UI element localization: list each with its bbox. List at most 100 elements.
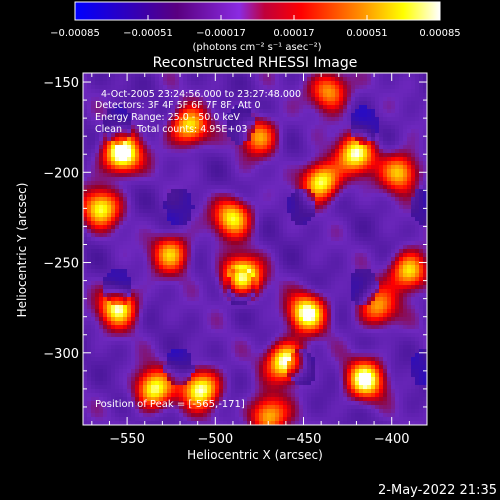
heatmap-cell: [343, 113, 347, 117]
heatmap-cell: [363, 145, 367, 149]
heatmap-cell: [107, 117, 111, 121]
heatmap-cell: [399, 185, 403, 189]
heatmap-cell: [99, 85, 103, 89]
heatmap-cell: [367, 73, 371, 77]
heatmap-cell: [223, 269, 227, 273]
heatmap-cell: [415, 193, 419, 197]
heatmap-cell: [395, 145, 399, 149]
heatmap-cell: [231, 265, 235, 269]
heatmap-cell: [131, 109, 135, 113]
heatmap-cell: [255, 161, 259, 165]
heatmap-cell: [363, 229, 367, 233]
heatmap-cell: [107, 93, 111, 97]
heatmap-cell: [83, 133, 87, 137]
heatmap-cell: [211, 165, 215, 169]
heatmap-cell: [199, 197, 203, 201]
heatmap-cell: [291, 233, 295, 237]
heatmap-cell: [407, 113, 411, 117]
heatmap-cell: [407, 293, 411, 297]
heatmap-cell: [115, 237, 119, 241]
heatmap-cell: [263, 217, 267, 221]
heatmap-cell: [203, 97, 207, 101]
heatmap-cell: [283, 129, 287, 133]
heatmap-cell: [151, 145, 155, 149]
heatmap-cell: [131, 297, 135, 301]
heatmap-cell: [83, 205, 87, 209]
heatmap-cell: [399, 245, 403, 249]
heatmap-cell: [131, 205, 135, 209]
heatmap-cell: [219, 161, 223, 165]
heatmap-cell: [363, 225, 367, 229]
heatmap-cell: [123, 217, 127, 221]
heatmap-cell: [395, 181, 399, 185]
heatmap-cell: [351, 121, 355, 125]
heatmap-cell: [91, 169, 95, 173]
heatmap-cell: [135, 161, 139, 165]
heatmap-cell: [415, 281, 419, 285]
heatmap-cell: [179, 289, 183, 293]
heatmap-cell: [127, 133, 131, 137]
heatmap-cell: [91, 285, 95, 289]
heatmap-cell: [403, 277, 407, 281]
heatmap-cell: [391, 137, 395, 141]
heatmap-cell: [111, 105, 115, 109]
heatmap-cell: [159, 149, 163, 153]
heatmap-cell: [355, 281, 359, 285]
heatmap-cell: [359, 101, 363, 105]
heatmap-cell: [167, 229, 171, 233]
heatmap-cell: [99, 149, 103, 153]
heatmap-cell: [391, 157, 395, 161]
heatmap-cell: [151, 245, 155, 249]
heatmap-cell: [399, 209, 403, 213]
heatmap-cell: [283, 273, 287, 277]
heatmap-cell: [131, 201, 135, 205]
heatmap-cell: [355, 221, 359, 225]
heatmap-cell: [211, 237, 215, 241]
heatmap-cell: [299, 189, 303, 193]
heatmap-cell: [95, 105, 99, 109]
heatmap-cell: [131, 285, 135, 289]
heatmap-cell: [143, 181, 147, 185]
heatmap-cell: [191, 237, 195, 241]
heatmap-cell: [95, 173, 99, 177]
heatmap-cell: [271, 297, 275, 301]
heatmap-cell: [175, 177, 179, 181]
heatmap-cell: [367, 81, 371, 85]
heatmap-cell: [271, 161, 275, 165]
heatmap-cell: [183, 301, 187, 305]
heatmap-cell: [395, 173, 399, 177]
heatmap-cell: [371, 85, 375, 89]
heatmap-cell: [363, 105, 367, 109]
heatmap-cell: [239, 293, 243, 297]
heatmap-cell: [151, 161, 155, 165]
heatmap-cell: [195, 269, 199, 273]
heatmap-cell: [399, 281, 403, 285]
heatmap-cell: [275, 121, 279, 125]
heatmap-cell: [127, 177, 131, 181]
heatmap-cell: [235, 157, 239, 161]
heatmap-cell: [171, 97, 175, 101]
heatmap-cell: [291, 301, 295, 305]
heatmap-cell: [259, 89, 263, 93]
heatmap-cell: [267, 281, 271, 285]
heatmap-cell: [235, 97, 239, 101]
heatmap-cell: [243, 249, 247, 253]
heatmap-cell: [239, 197, 243, 201]
heatmap-cell: [203, 237, 207, 241]
heatmap-cell: [303, 169, 307, 173]
heatmap-cell: [331, 129, 335, 133]
heatmap-cell: [227, 169, 231, 173]
heatmap-cell: [307, 269, 311, 273]
heatmap-cell: [235, 149, 239, 153]
heatmap-cell: [211, 117, 215, 121]
heatmap-cell: [411, 225, 415, 229]
heatmap-cell: [403, 121, 407, 125]
heatmap-cell: [87, 193, 91, 197]
heatmap-cell: [343, 193, 347, 197]
heatmap-cell: [311, 77, 315, 81]
heatmap-cell: [235, 197, 239, 201]
heatmap-cell: [123, 289, 127, 293]
heatmap-cell: [367, 129, 371, 133]
heatmap-cell: [323, 301, 327, 305]
heatmap-cell: [343, 209, 347, 213]
